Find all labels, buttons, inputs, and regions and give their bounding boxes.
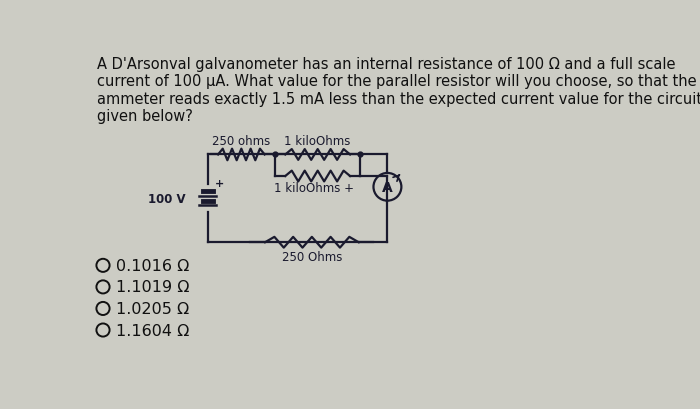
- Text: 1.1604 Ω: 1.1604 Ω: [116, 323, 190, 338]
- Text: 100 V: 100 V: [148, 192, 186, 205]
- Text: 1.0205 Ω: 1.0205 Ω: [116, 301, 190, 316]
- Text: 1 kiloOhms +: 1 kiloOhms +: [274, 182, 354, 195]
- Text: 250 ohms: 250 ohms: [212, 135, 270, 147]
- Text: +: +: [215, 178, 224, 189]
- Text: 1 kiloOhms: 1 kiloOhms: [284, 135, 351, 147]
- Text: A D'Arsonval galvanometer has an internal resistance of 100 Ω and a full scale
c: A D'Arsonval galvanometer has an interna…: [97, 57, 700, 124]
- Text: A: A: [382, 180, 393, 194]
- Text: 0.1016 Ω: 0.1016 Ω: [116, 258, 190, 273]
- Text: 250 Ohms: 250 Ohms: [281, 250, 342, 263]
- Text: 1.1019 Ω: 1.1019 Ω: [116, 280, 190, 294]
